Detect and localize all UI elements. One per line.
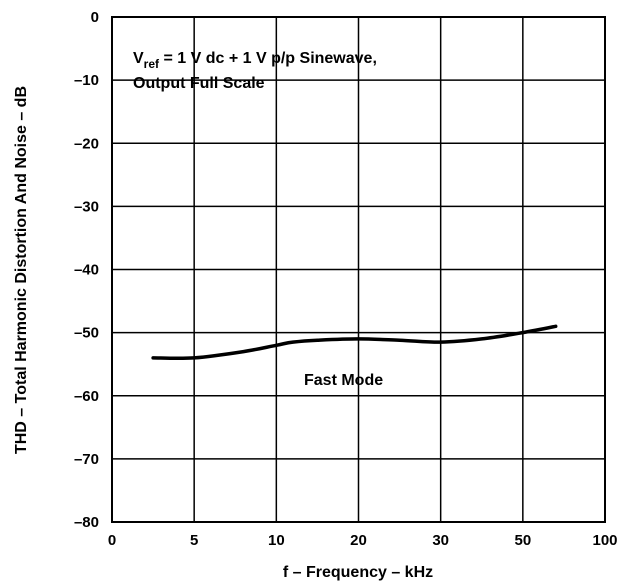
x-tick-label: 20 xyxy=(350,532,367,549)
series-layer xyxy=(151,324,558,361)
x-axis-title: f – Frequency – kHz xyxy=(283,564,433,581)
series-line-fast-mode xyxy=(151,324,558,361)
x-tick-label: 0 xyxy=(108,532,116,549)
x-tick-label: 5 xyxy=(190,532,198,549)
y-tick-labels: 0 –10 –20 –30 –40 –50 –60 –70 –80 xyxy=(74,9,99,531)
x-tick-label: 100 xyxy=(592,532,617,549)
vref-main: V xyxy=(133,50,144,67)
y-tick-label: –30 xyxy=(74,198,99,215)
annotation-output-full-scale: Output Full Scale xyxy=(133,75,265,92)
vref-rest: = 1 V dc + 1 V p/p Sinewave, xyxy=(159,50,377,67)
annotation-vref: Vref = 1 V dc + 1 V p/p Sinewave, xyxy=(133,50,377,71)
y-tick-label: 0 xyxy=(91,9,99,26)
y-tick-label: –20 xyxy=(74,135,99,152)
y-tick-label: –10 xyxy=(74,72,99,89)
y-tick-label: –50 xyxy=(74,325,99,342)
y-tick-label: –60 xyxy=(74,388,99,405)
x-tick-labels: 0 5 10 20 30 50 100 xyxy=(108,532,618,549)
x-tick-label: 50 xyxy=(514,532,531,549)
y-tick-label: –80 xyxy=(74,514,99,531)
x-tick-label: 30 xyxy=(432,532,449,549)
x-tick-label: 10 xyxy=(268,532,285,549)
y-axis-title: THD – Total Harmonic Distortion And Nois… xyxy=(13,86,30,454)
vref-subscript: ref xyxy=(144,57,160,71)
series-label-fast-mode: Fast Mode xyxy=(304,372,383,389)
y-tick-label: –40 xyxy=(74,262,99,279)
y-tick-label: –70 xyxy=(74,451,99,468)
